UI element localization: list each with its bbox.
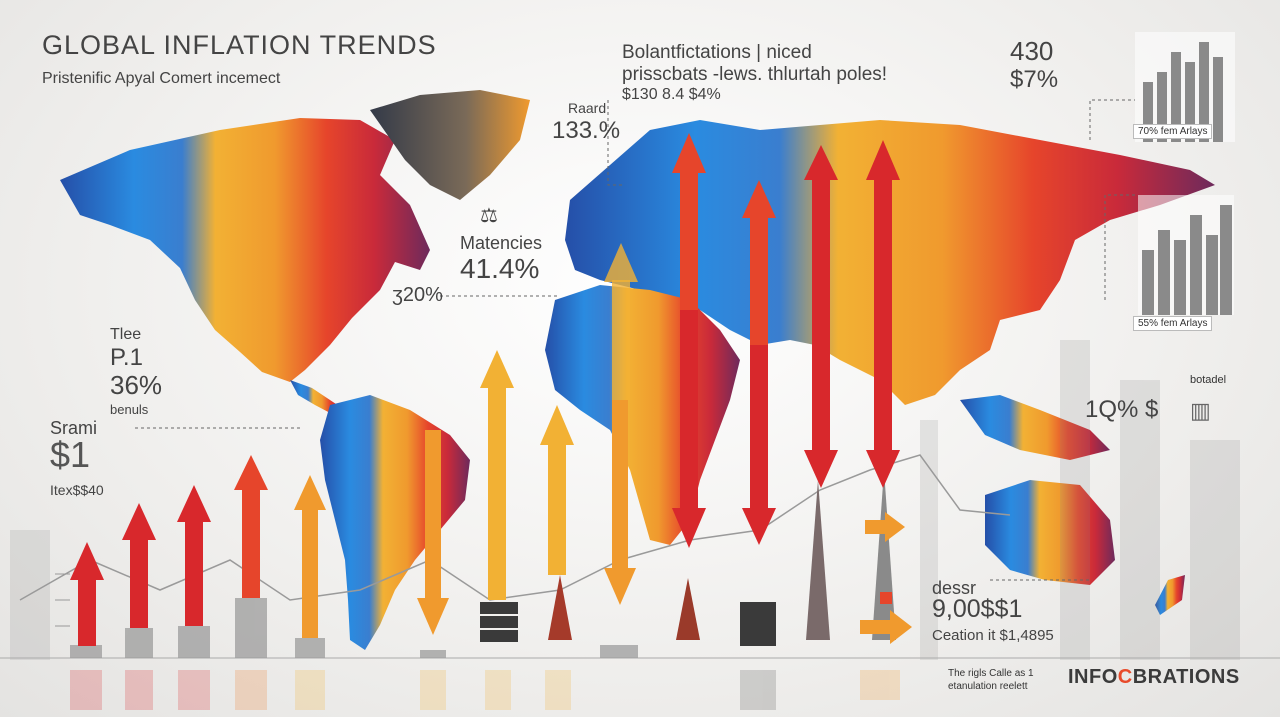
brand-left: INFO: [1068, 666, 1118, 688]
arrow-right-2: [860, 610, 912, 644]
tlee-value: 36%: [110, 370, 163, 400]
arrow-up-12: [866, 140, 900, 328]
africa-shape: [545, 285, 740, 545]
arrow-up-4: [234, 455, 268, 598]
north-america-shape: [60, 118, 430, 382]
inset-caption-2: 55% fem Arlays: [1133, 316, 1213, 331]
arrow-up-2: [122, 503, 156, 628]
brand-right: BRATIONS: [1132, 666, 1240, 688]
raard-value: 133.%: [552, 117, 621, 144]
arrow-up-8: [604, 243, 638, 400]
tlee-label: Tlee: [110, 326, 142, 343]
arrow-up-10: [742, 180, 776, 345]
arrow-up-1: [70, 542, 104, 646]
arrow-down-3: [672, 310, 706, 548]
footer-note-line1: The rigls Calle as 1: [948, 668, 1034, 679]
dessr-value: 9,00$$1: [932, 595, 1023, 623]
axis-ticks: [55, 573, 70, 627]
south-america-shape: [320, 395, 470, 650]
inset-chart-1: [1135, 32, 1235, 142]
arrow-up-7: [540, 405, 574, 575]
matencies-value: 41.4%: [460, 253, 540, 284]
inset-bars-2: [1142, 205, 1232, 315]
top-callout-line2: prisscbats -lews. thlurtah poles!: [622, 64, 888, 85]
tlee-p: P.1: [110, 344, 143, 371]
right-arrows: [860, 512, 912, 644]
arrow-down-6: [866, 328, 900, 488]
tlee-sub: benuls: [110, 402, 149, 417]
orange-tick: [880, 592, 892, 604]
scale-icon: ⚖: [480, 205, 498, 227]
page-subtitle: Pristenific Apyal Comert incemect: [42, 70, 281, 87]
southeast-asia-shape: [960, 395, 1110, 460]
inset-chart-2: [1138, 195, 1234, 315]
arrow-down-4: [742, 345, 776, 545]
chart-icon: ▥: [1190, 398, 1211, 423]
spike-marks: [548, 470, 896, 640]
botadel-value: 1Q% $: [1085, 396, 1159, 423]
brand-logo: INFOCBRATIONS: [1068, 666, 1240, 689]
botadel-label: botadel: [1190, 374, 1227, 386]
australia-shape: [985, 480, 1115, 585]
trend-line: [19, 454, 1011, 601]
up-arrows: [70, 133, 900, 646]
dark-blocks: [480, 602, 776, 646]
footer-note-line2: etanulation reelett: [948, 681, 1028, 692]
dessr-sub: Ceation it $1,4895: [932, 627, 1054, 644]
matencies-label: Matencies: [460, 233, 543, 253]
base-bars: [70, 598, 638, 658]
right-top-value: 430: [1010, 36, 1054, 66]
arrow-right-1: [865, 512, 905, 542]
page-title: GLOBAL INFLATION TRENDS: [42, 30, 437, 60]
arrow-down-1: [417, 430, 449, 635]
arrow-up-5: [294, 475, 326, 638]
background-bars: [10, 340, 1240, 660]
srami-sub: Itex$$40: [50, 482, 104, 498]
raard-label: Raard: [568, 100, 607, 116]
dessr-label: dessr: [932, 578, 977, 598]
arrow-down-5: [804, 328, 838, 488]
brand-accent: C: [1117, 666, 1133, 688]
arrow-down-2: [604, 400, 636, 605]
greenland-shape: [370, 90, 530, 200]
small-value: ʒ20%: [392, 284, 443, 306]
new-zealand-shape: [1155, 575, 1185, 615]
top-callout-line3: $130 8.4 $4%: [622, 86, 721, 103]
top-callout-line1: Bolantfictations | niced: [622, 42, 812, 63]
arrow-up-11: [804, 145, 838, 328]
inset-caption-1: 70% fem Arlays: [1133, 124, 1213, 139]
arrow-up-9: [672, 133, 706, 310]
arrow-up-6: [480, 350, 514, 600]
srami-label: Srami: [50, 418, 98, 438]
arrow-up-3: [177, 485, 211, 626]
srami-value: $1: [50, 434, 91, 475]
down-arrows: [417, 310, 900, 635]
inset-bars-1: [1143, 42, 1223, 142]
reflection: [70, 670, 900, 710]
connector-lines: [135, 99, 1135, 581]
right-top-sub: $7%: [1010, 66, 1059, 93]
